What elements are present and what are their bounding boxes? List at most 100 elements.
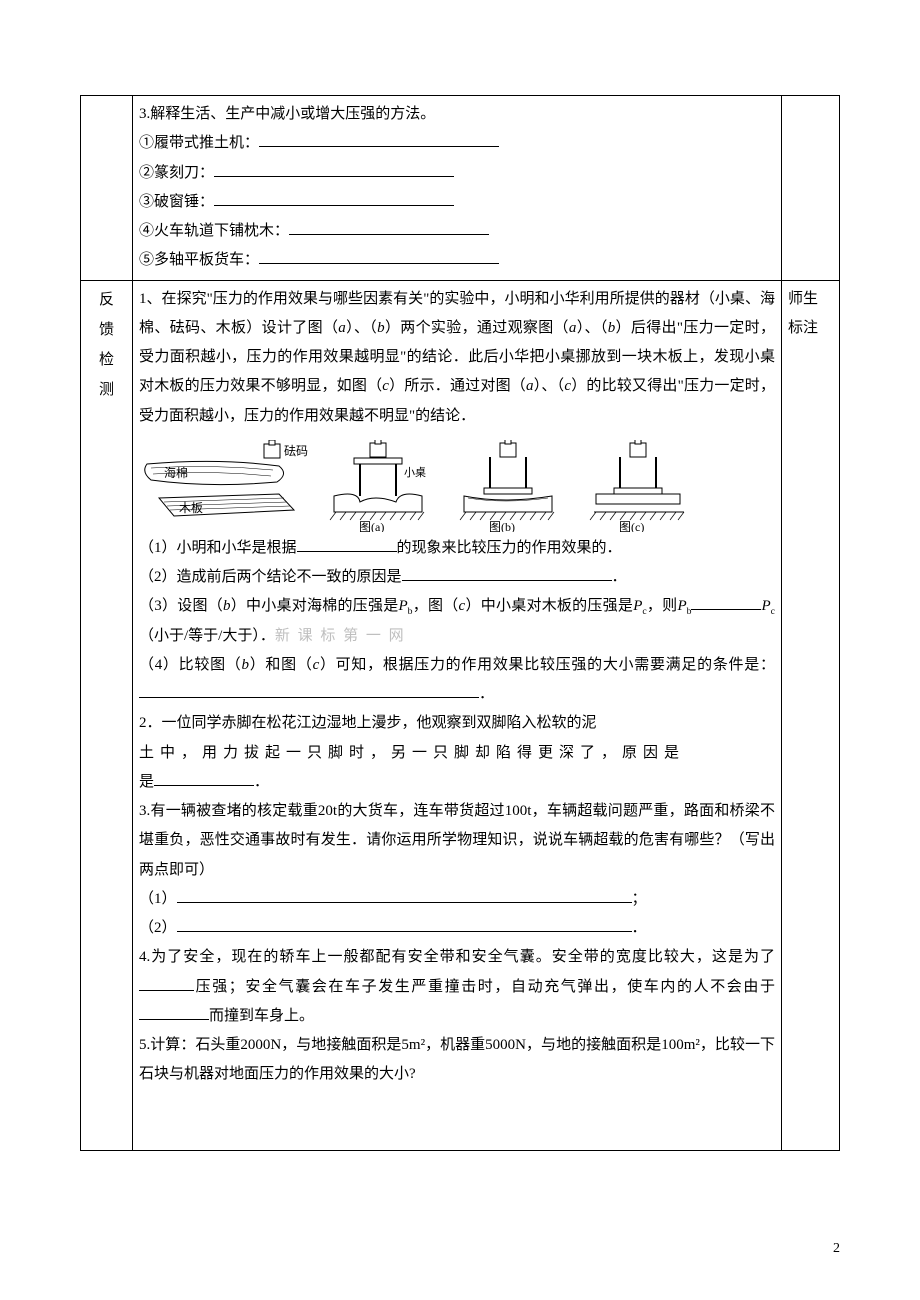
blank [139, 1005, 209, 1020]
t: （2） [139, 920, 177, 936]
fig-c-label: 图(c) [619, 520, 644, 532]
q2-line2: 土中，用力拔起一只脚时，另一只脚却陷得更深了，原因是 [139, 739, 775, 768]
row1-content: 3.解释生活、生产中减小或增大压强的方法。 ①履带式推土机： ②篆刻刀： ③破窗… [133, 96, 782, 281]
materials-svg: 砝码 海棉 木板 [139, 440, 314, 532]
blank [259, 132, 499, 147]
blank [297, 537, 397, 552]
t: （1）小明和小华是根据 [139, 540, 297, 556]
t: ． [479, 686, 494, 702]
q3-title: 3.解释生活、生产中减小或增大压强的方法。 [139, 100, 775, 129]
item3: ③破窗锤： [139, 188, 775, 217]
t: （小于/等于/大于）． [139, 628, 275, 644]
t: 压强；安全气囊会在车子发生严重撞击时，自动充气弹出，使车内的人不会由于 [194, 979, 775, 995]
P: P [761, 598, 770, 614]
t: 4.为了安全，现在的轿车上一般都配有安全带和安全气囊。安全带的宽度比较大，这是为… [139, 949, 775, 965]
blank [691, 595, 761, 610]
ch: 检 [99, 352, 114, 368]
fig-weight-label: 砝码 [284, 443, 308, 458]
item1-label: ①履带式推土机： [139, 135, 259, 151]
i: b [223, 598, 231, 614]
blank [214, 191, 454, 206]
right-label: 师生 标注 [788, 285, 833, 344]
bottom-spacer [139, 1090, 775, 1146]
q2-line1: 2．一位同学赤脚在松花江边湿地上漫步，他观察到双脚陷入松软的泥 [139, 709, 775, 738]
blank [259, 249, 499, 264]
ch: 反 [99, 292, 114, 308]
ital-b: b [377, 320, 385, 336]
row1-left [81, 96, 133, 281]
t: ）中小桌对木板的压强是 [465, 598, 633, 614]
q4: 4.为了安全，现在的轿车上一般都配有安全带和安全气囊。安全带的宽度比较大，这是为… [139, 943, 775, 1031]
sub4: （4）比较图（b）和图（c）可知，根据压力的作用效果比较压强的大小需要满足的条件… [139, 651, 775, 710]
t: 标注 [788, 320, 818, 336]
item2-label: ②篆刻刀： [139, 165, 214, 181]
page-number: 2 [833, 1235, 840, 1262]
t: ）两个实验，通过观察图（ [385, 320, 569, 336]
item5: ⑤多轴平板货车： [139, 246, 775, 275]
q3: 3.有一辆被查堵的核定载重20t的大货车，连车带货超过100t，车辆超载问题严重… [139, 797, 775, 885]
item3-label: ③破窗锤： [139, 194, 214, 210]
row2-left: 反 馈 检 测 [81, 280, 133, 1150]
q2-line3: 是． [139, 768, 775, 797]
ital-a: a [338, 320, 346, 336]
i: b [242, 657, 250, 673]
row2-right: 师生 标注 [782, 280, 840, 1150]
t: ． [612, 569, 627, 585]
ch: 测 [99, 382, 114, 398]
t: ）和图（ [249, 657, 313, 673]
P: P [398, 598, 407, 614]
figure-row: 砝码 海棉 木板 [139, 437, 775, 532]
q3-1: （1） ； [139, 885, 775, 914]
sub2: （2）造成前后两个结论不一致的原因是 ． [139, 563, 775, 592]
ital-c: c [564, 378, 571, 394]
fig-table-label: 小桌 [404, 466, 426, 479]
table-row: 反 馈 检 测 1、在探究"压力的作用效果与哪些因素有关"的实验中，小明和小华利… [81, 280, 840, 1150]
item1: ①履带式推土机： [139, 129, 775, 158]
worksheet-table: 3.解释生活、生产中减小或增大压强的方法。 ①履带式推土机： ②篆刻刀： ③破窗… [80, 95, 840, 1151]
t: （1） [139, 891, 177, 907]
t: 土中，用力拔起一只脚时，另一只脚却陷得更深了，原因是 [139, 745, 685, 761]
t: ）、（ [576, 320, 607, 336]
sub: c [771, 606, 775, 617]
t: ； [632, 891, 647, 907]
blank [139, 683, 479, 698]
blank [177, 917, 632, 932]
row2-content: 1、在探究"压力的作用效果与哪些因素有关"的实验中，小明和小华利用所提供的器材（… [133, 280, 782, 1150]
t: ）可知，根据压力的作用效果比较压强的大小需要满足的条件是： [319, 657, 775, 673]
blank [289, 220, 489, 235]
t: （2）造成前后两个结论不一致的原因是 [139, 569, 402, 585]
ital-c: c [382, 378, 389, 394]
t: ，图（ [413, 598, 459, 614]
item2: ②篆刻刀： [139, 159, 775, 188]
t: 而撞到车身上。 [209, 1008, 314, 1024]
t: 师生 [788, 291, 818, 307]
sub3: （3）设图（b）中小桌对海棉的压强是Pb，图（c）中小桌对木板的压强是Pc，则P… [139, 592, 775, 651]
t: （4）比较图（ [139, 657, 242, 673]
watermark-text: 新 课 标 第 一 网 [275, 628, 406, 644]
fig-c-svg: 图(c) [584, 440, 704, 532]
t: 是 [139, 774, 154, 790]
t: ，则 [647, 598, 678, 614]
P: P [633, 598, 642, 614]
t: （3）设图（ [139, 598, 223, 614]
t: ． [632, 920, 647, 936]
P: P [677, 598, 686, 614]
blank [214, 162, 454, 177]
t: ． [254, 774, 269, 790]
item5-label: ⑤多轴平板货车： [139, 252, 259, 268]
blank [139, 976, 194, 991]
sub1: （1）小明和小华是根据的现象来比较压力的作用效果的． [139, 534, 775, 563]
row1-right [782, 96, 840, 281]
blank [402, 566, 612, 581]
ital-a: a [526, 378, 534, 394]
fig-sponge-label: 海棉 [164, 465, 188, 480]
fig-b-svg: 图(b) [454, 440, 574, 532]
t: ）中小桌对海棉的压强是 [231, 598, 399, 614]
fig-board-label: 木板 [179, 501, 203, 515]
blank [154, 771, 254, 786]
t: ）、（ [534, 378, 565, 394]
q3-2: （2） ． [139, 914, 775, 943]
t: ）、（ [346, 320, 377, 336]
blank [177, 888, 632, 903]
q1-text: 1、在探究"压力的作用效果与哪些因素有关"的实验中，小明和小华利用所提供的器材（… [139, 285, 775, 431]
